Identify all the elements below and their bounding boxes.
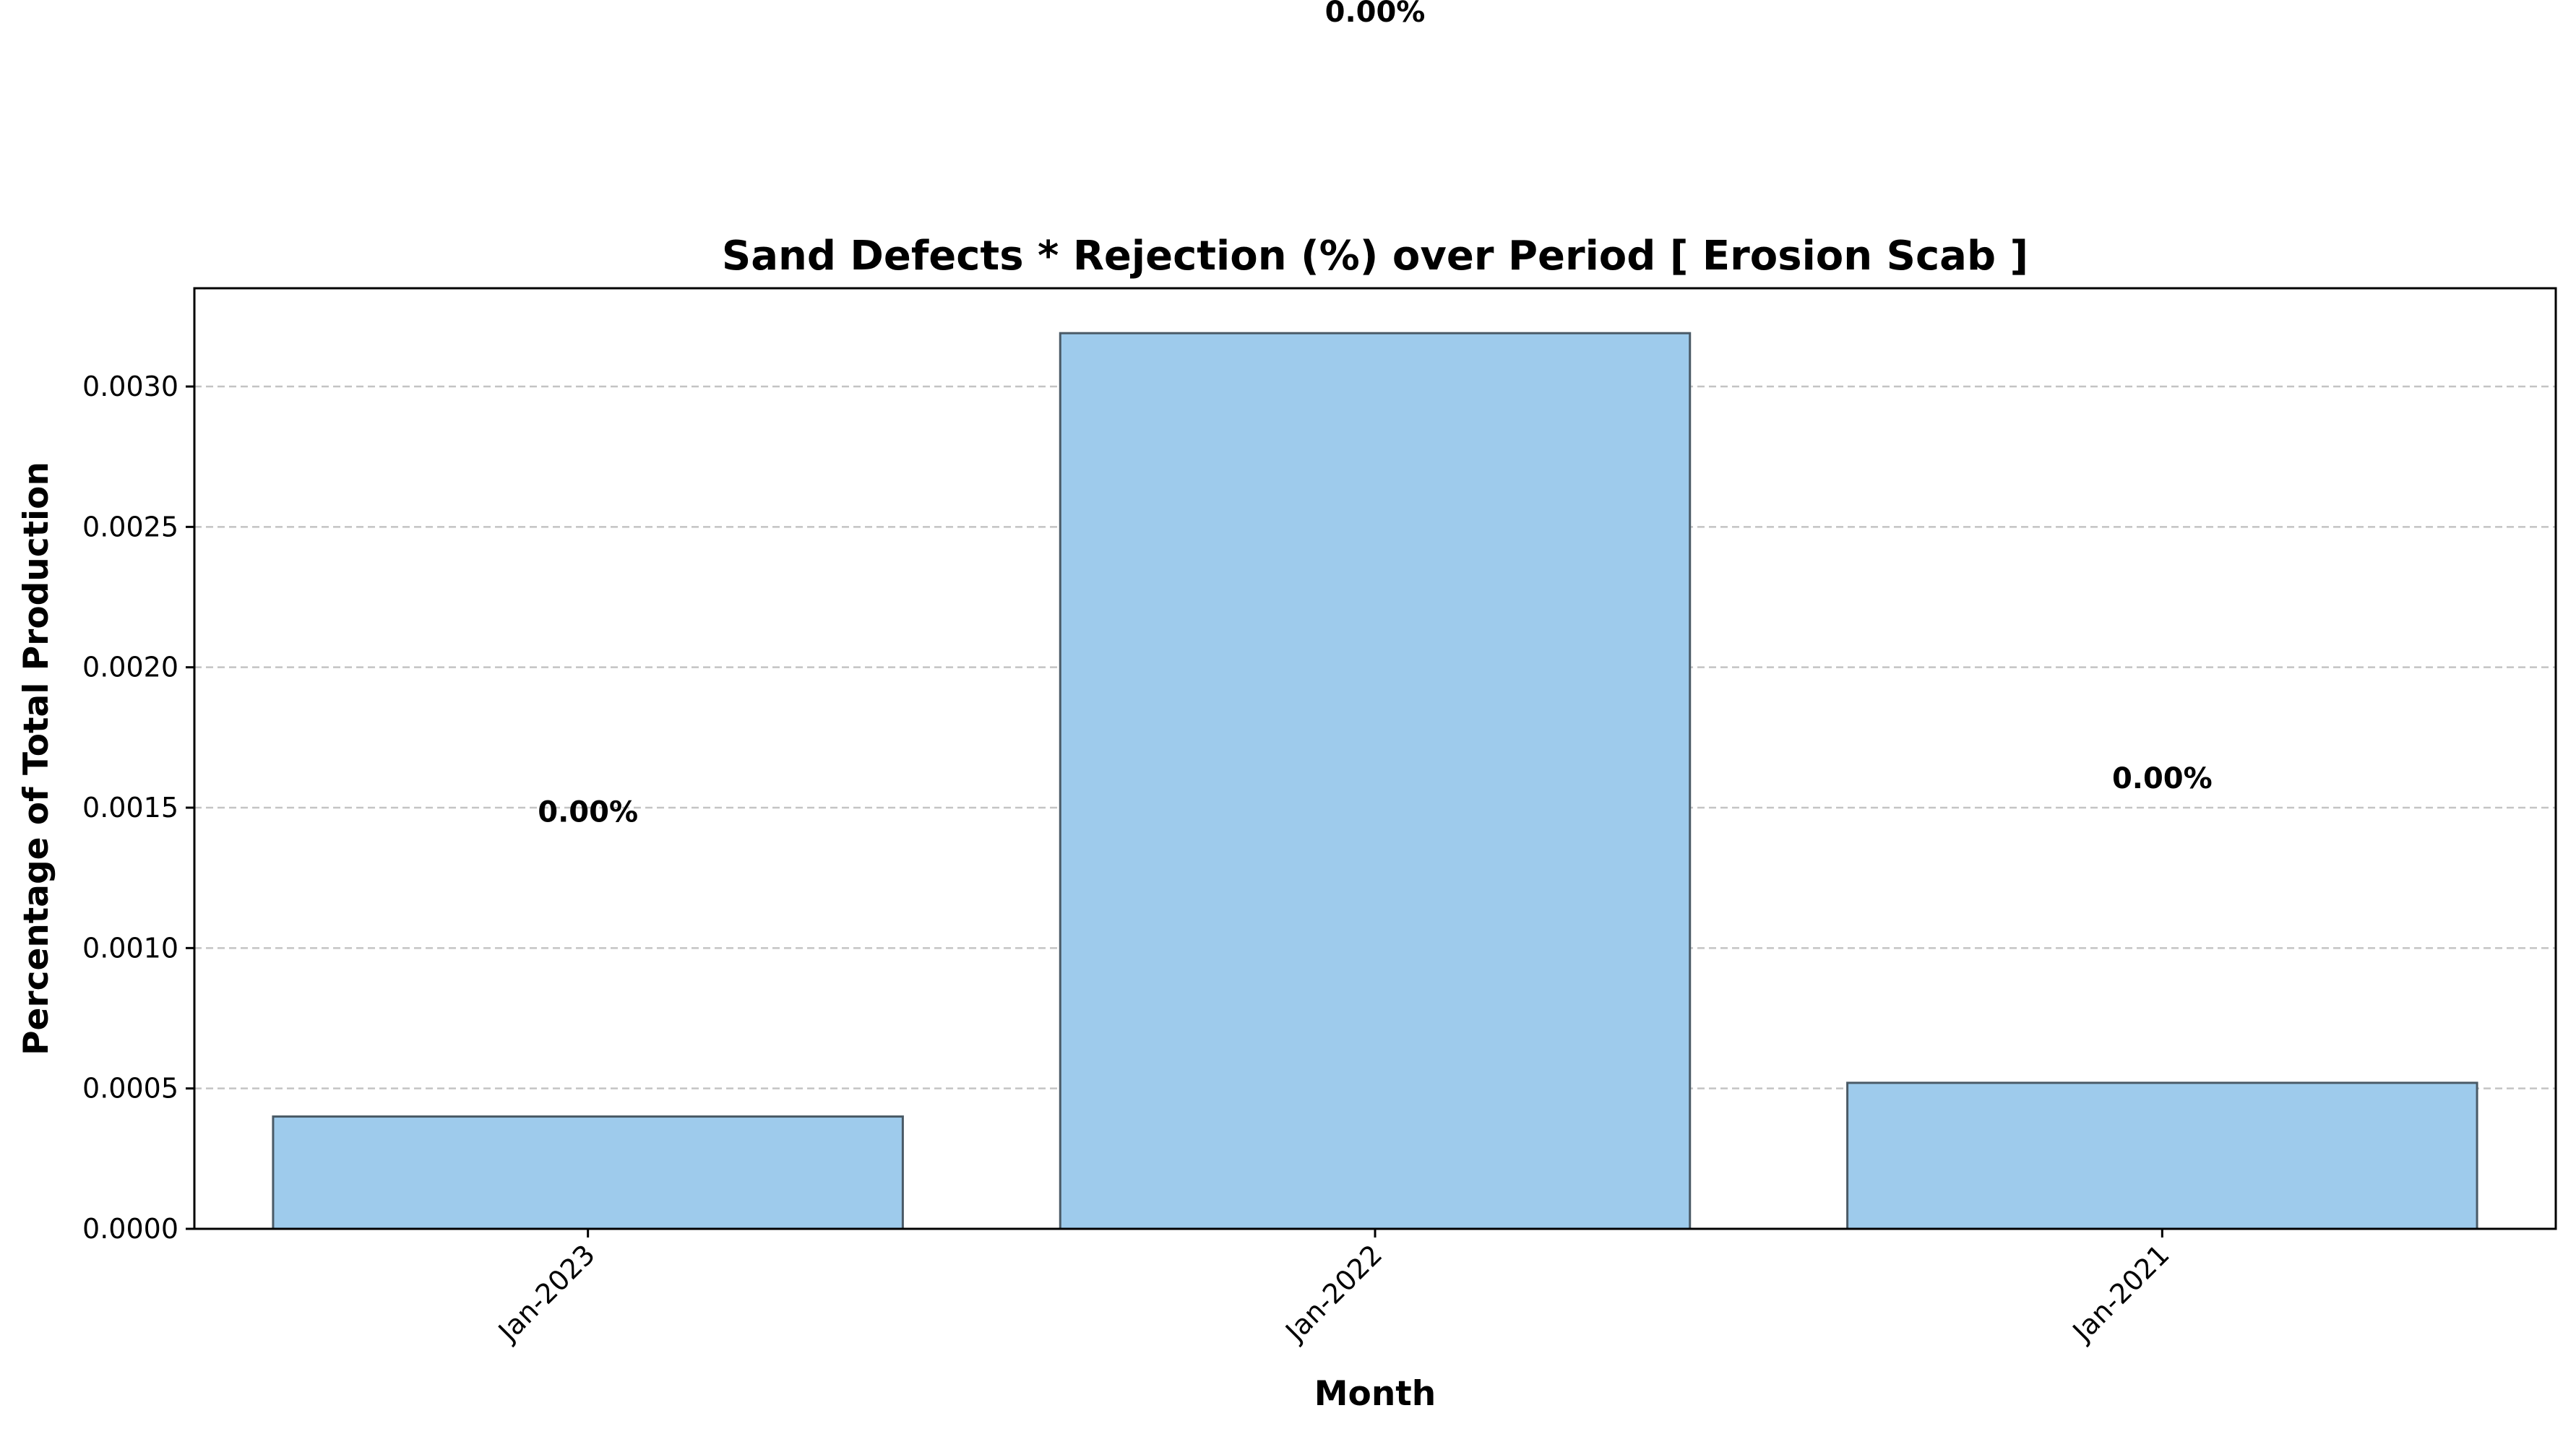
x-tick-label: Jan-2022	[1278, 1238, 1388, 1348]
y-tick-label: 0.0025	[82, 511, 178, 543]
x-tick-label: Jan-2021	[2066, 1238, 2176, 1348]
bar-jan-2023	[272, 1115, 904, 1230]
data-label: 0.00%	[538, 795, 638, 829]
y-axis-label: Percentage of Total Production	[17, 462, 56, 1055]
chart-title: Sand Defects * Rejection (%) over Period…	[722, 233, 2028, 280]
y-tick-label: 0.0000	[82, 1213, 178, 1245]
y-tick-label: 0.0005	[82, 1073, 178, 1105]
y-tick-label: 0.0015	[82, 792, 178, 824]
x-axis-label: Month	[1314, 1374, 1436, 1414]
data-labels: 0.00% 0.00% 0.00%	[538, 0, 2212, 829]
y-tick-label: 0.0010	[82, 932, 178, 964]
bar-jan-2021	[1846, 1081, 2478, 1230]
data-label: 0.00%	[1325, 0, 1426, 29]
data-label: 0.00%	[2112, 762, 2213, 795]
y-tick-label: 0.0030	[82, 371, 178, 402]
x-tick-label: Jan-2023	[491, 1238, 601, 1348]
bar-jan-2022	[1059, 332, 1692, 1230]
bars	[272, 332, 2478, 1230]
y-tick-label: 0.0020	[82, 652, 178, 683]
